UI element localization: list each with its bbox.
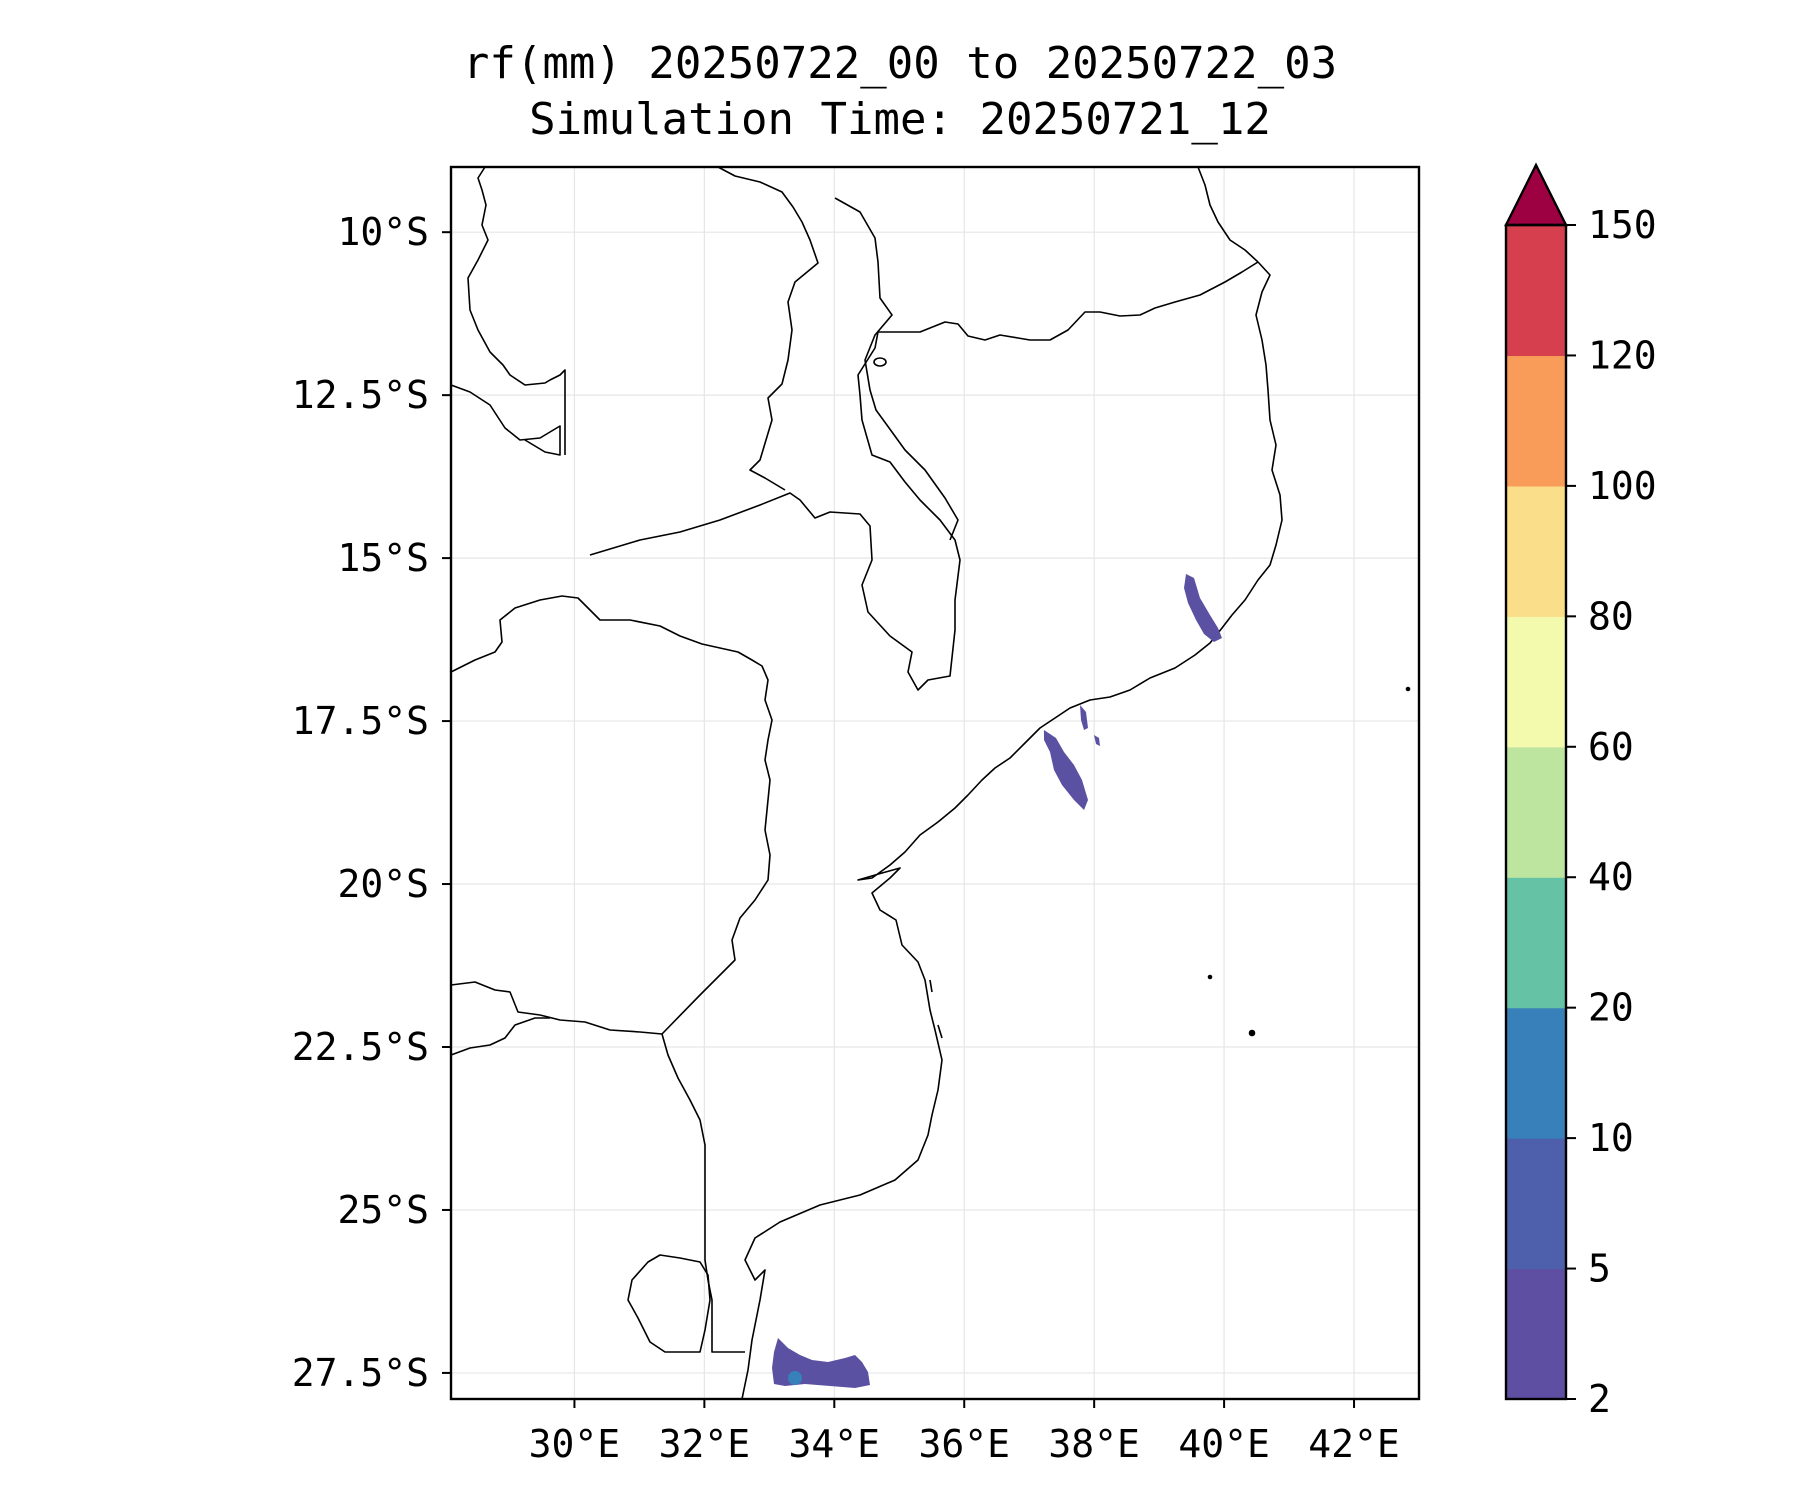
colorbar-tick-label: 100 bbox=[1588, 464, 1657, 508]
lat-tick-label: 20°S bbox=[337, 862, 429, 906]
rainfall-cells bbox=[772, 574, 1222, 1388]
border-tanzania-mozambique bbox=[878, 261, 1259, 341]
colorbar-segment bbox=[1506, 877, 1566, 1009]
map-title: rf(mm) 20250722_00 to 20250722_03 Simula… bbox=[0, 36, 1800, 148]
lon-tick-label: 32°E bbox=[659, 1422, 751, 1466]
lon-tick-label: 36°E bbox=[918, 1422, 1010, 1466]
coastlines-borders bbox=[450, 166, 1411, 1400]
lon-tick-label: 42°E bbox=[1308, 1422, 1400, 1466]
island-bazaruto bbox=[929, 979, 943, 1039]
colorbar-tick-label: 60 bbox=[1588, 725, 1634, 769]
border-zambia-drc bbox=[450, 166, 566, 456]
island-near-malawi bbox=[873, 357, 887, 367]
rain-fleck-1 bbox=[1080, 705, 1088, 730]
colorbar-segment bbox=[1506, 1138, 1566, 1270]
gridlines bbox=[451, 167, 1419, 1399]
eswatini bbox=[627, 1254, 711, 1353]
rain-cell-quelimane bbox=[1184, 574, 1222, 642]
lon-tick-label: 30°E bbox=[529, 1422, 621, 1466]
rain-core-maputo bbox=[788, 1371, 802, 1385]
colorbar-segment bbox=[1506, 746, 1566, 878]
colorbar-segment bbox=[1506, 225, 1566, 357]
rain-fleck-2 bbox=[1094, 735, 1100, 746]
lake-malawi bbox=[834, 197, 959, 541]
island-comoros-edge bbox=[1405, 686, 1411, 692]
lat-tick-label: 12.5°S bbox=[292, 373, 429, 417]
coast-tanzania bbox=[1197, 166, 1259, 263]
border-zambia-mozambique bbox=[589, 331, 961, 691]
colorbar-tick-label: 40 bbox=[1588, 855, 1634, 899]
colorbar-tick-label: 2 bbox=[1588, 1377, 1611, 1421]
title-line-1: rf(mm) 20250722_00 to 20250722_03 bbox=[462, 38, 1338, 89]
colorbar-tick-label: 80 bbox=[1588, 594, 1634, 638]
colorbar-segment bbox=[1506, 616, 1566, 748]
map-panel bbox=[451, 167, 1419, 1399]
lat-tick-label: 27.5°S bbox=[292, 1351, 429, 1395]
colorbar-extend-arrow bbox=[1504, 162, 1568, 227]
colorbar-tick-label: 150 bbox=[1588, 203, 1657, 247]
colorbar-tick-label: 10 bbox=[1588, 1116, 1634, 1160]
colorbar-tick-label: 20 bbox=[1588, 986, 1634, 1030]
border-zambia-zimbabwe bbox=[450, 595, 773, 1035]
lon-tick-label: 34°E bbox=[789, 1422, 881, 1466]
border-malawi bbox=[717, 166, 819, 491]
colorbar-segment bbox=[1506, 485, 1566, 617]
island-bassas bbox=[1207, 974, 1213, 980]
map-axes: 10°S 12.5°S 15°S 17.5°S 20°S 22.5°S 25°S 27.5°S… bbox=[292, 210, 1400, 1466]
lon-tick-label: 38°E bbox=[1048, 1422, 1140, 1466]
lon-tick-label: 40°E bbox=[1178, 1422, 1270, 1466]
coast-mozambique bbox=[741, 261, 1283, 1400]
lat-tick-label: 15°S bbox=[337, 536, 429, 580]
rain-cell-beira-north bbox=[1044, 730, 1088, 810]
lat-tick-label: 22.5°S bbox=[292, 1025, 429, 1069]
colorbar-segment bbox=[1506, 1007, 1566, 1139]
lat-tick-label: 25°S bbox=[337, 1188, 429, 1232]
lat-tick-label: 17.5°S bbox=[292, 699, 429, 743]
colorbar-segment bbox=[1506, 1268, 1566, 1400]
title-line-2: Simulation Time: 20250721_12 bbox=[529, 94, 1271, 145]
colorbar-tick-label: 5 bbox=[1588, 1247, 1611, 1291]
lat-tick-label: 10°S bbox=[337, 210, 429, 254]
colorbar-frame bbox=[1504, 223, 1568, 1401]
colorbar-segment bbox=[1506, 355, 1566, 487]
border-botswana bbox=[450, 1017, 550, 1056]
colorbar-tick-label: 120 bbox=[1588, 333, 1657, 377]
map-frame bbox=[449, 165, 1421, 1401]
island-europa bbox=[1248, 1029, 1256, 1037]
colorbar: 2 5 10 20 40 60 80 100 120 150 bbox=[1504, 162, 1657, 1421]
